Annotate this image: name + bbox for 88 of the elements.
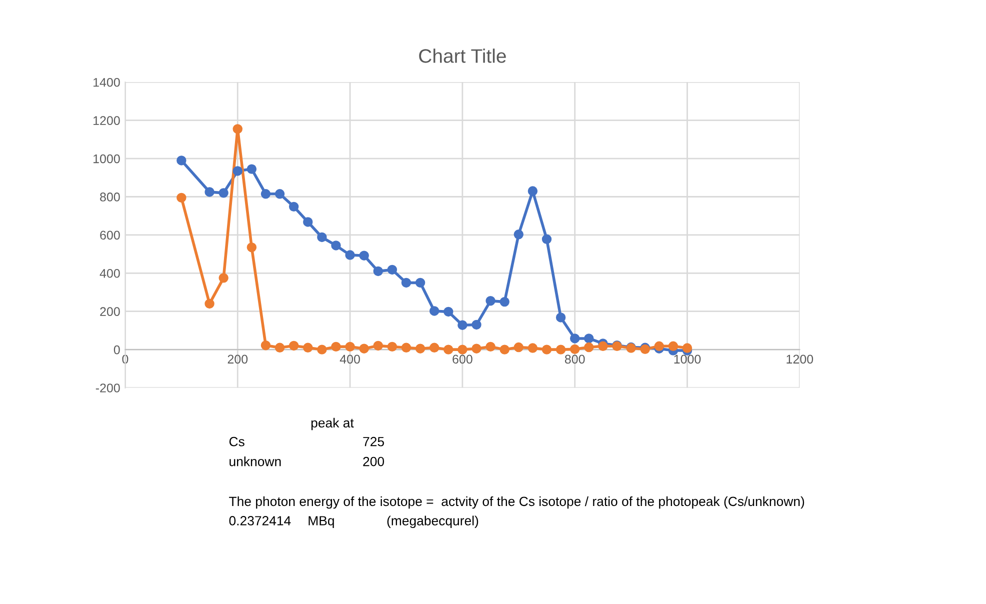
x-tick-label: 400 <box>340 354 360 364</box>
point <box>584 334 594 344</box>
x-tick-label: 800 <box>564 354 585 364</box>
point <box>654 341 664 351</box>
point <box>274 189 285 199</box>
x-tick-label: 600 <box>452 354 472 364</box>
text: MBq <box>308 516 334 528</box>
y-tick-label: 800 <box>100 192 120 202</box>
point <box>458 320 468 330</box>
point <box>260 340 271 350</box>
point <box>542 234 552 244</box>
point <box>218 188 228 198</box>
point <box>331 240 341 250</box>
point <box>486 342 496 352</box>
point <box>204 298 214 309</box>
text: (megabecqurel) <box>387 516 478 528</box>
y-tick-label: 400 <box>100 268 120 278</box>
y-tick-label: -200 <box>96 384 120 392</box>
y-tick-label: 1400 <box>94 78 120 87</box>
point <box>373 266 383 276</box>
point <box>528 186 538 196</box>
chart-title: Chart Title <box>419 48 506 63</box>
point <box>176 192 186 203</box>
point <box>570 344 580 354</box>
point <box>528 343 538 353</box>
point <box>429 306 440 316</box>
point <box>514 230 524 240</box>
point <box>429 342 440 353</box>
point <box>359 344 369 354</box>
point <box>570 334 580 344</box>
point <box>317 344 327 354</box>
point <box>232 124 242 134</box>
y-tick-label: 200 <box>100 307 120 316</box>
point <box>288 340 299 351</box>
text: peak at <box>311 418 354 430</box>
point <box>387 264 398 275</box>
point <box>176 156 186 166</box>
point <box>444 306 454 317</box>
point <box>542 344 552 354</box>
point <box>668 341 678 351</box>
point <box>472 320 482 330</box>
point <box>246 164 257 174</box>
point <box>472 344 482 354</box>
x-tick-label: 0 <box>122 354 128 364</box>
point <box>345 250 355 260</box>
point <box>260 189 271 199</box>
point <box>387 342 398 352</box>
point <box>415 278 426 288</box>
point <box>345 342 355 352</box>
x-tick-label: 200 <box>228 354 248 364</box>
text: 725 <box>363 436 384 446</box>
point <box>373 340 383 351</box>
text: 200 <box>363 456 384 466</box>
point <box>204 187 214 197</box>
text: The photon energy of the isotope = actvity of the Cs isotope / ratio of the photopeak (Cs/unknown) <box>229 496 804 509</box>
point <box>232 166 242 176</box>
point <box>584 342 594 352</box>
x-tick-label: 1000 <box>674 354 701 364</box>
point <box>415 344 426 354</box>
point <box>458 344 468 354</box>
y-tick-label: 1200 <box>94 116 120 125</box>
y-tick-label: 1000 <box>94 154 120 164</box>
point <box>303 342 313 353</box>
point <box>218 273 228 283</box>
point <box>288 202 299 212</box>
text: unknown <box>230 456 281 466</box>
point <box>500 344 510 354</box>
point <box>514 342 524 352</box>
text: Cs <box>229 436 244 446</box>
y-tick-label: 600 <box>100 230 120 240</box>
point <box>274 342 285 353</box>
point <box>500 296 510 307</box>
point <box>598 341 608 351</box>
point <box>401 278 412 288</box>
point <box>682 343 692 353</box>
point <box>246 242 257 252</box>
x-tick-label: 1200 <box>786 354 814 364</box>
point <box>556 344 566 354</box>
text: 0.2372414 <box>229 516 291 526</box>
point <box>317 232 327 242</box>
point <box>556 312 566 322</box>
point <box>401 342 412 353</box>
point <box>303 217 313 227</box>
point <box>359 250 369 260</box>
y-tick-label: 0 <box>114 345 120 354</box>
point <box>486 296 496 306</box>
point <box>444 344 454 354</box>
point <box>331 342 341 352</box>
